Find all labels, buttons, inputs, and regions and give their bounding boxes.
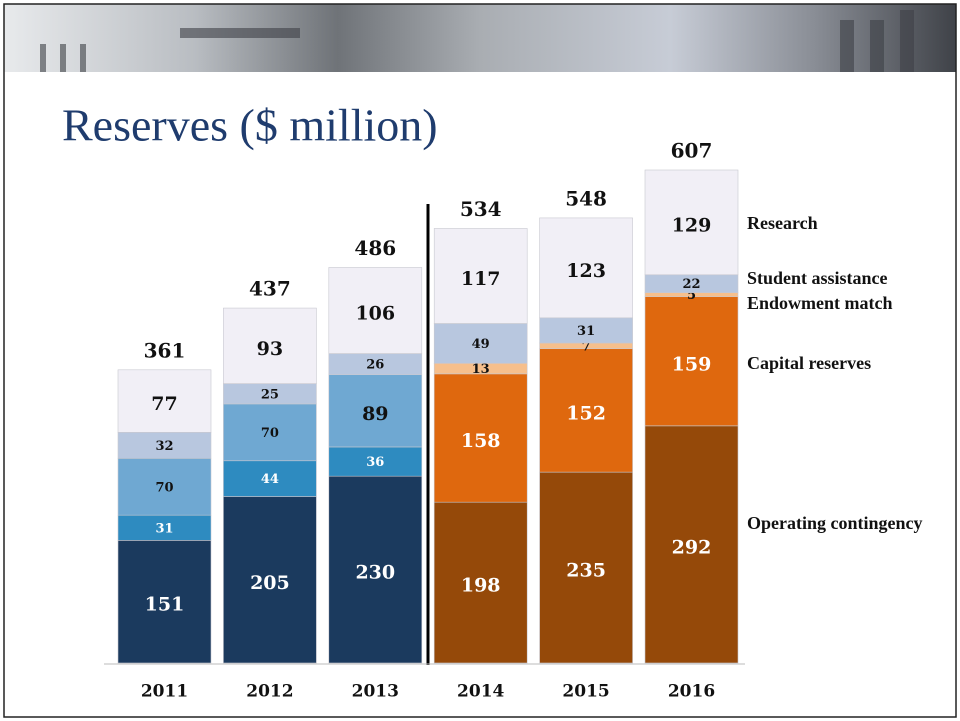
- data-label: 292: [672, 536, 712, 558]
- header-banner: [4, 4, 956, 72]
- data-label: 25: [261, 387, 279, 402]
- legend-entry-box: Endowment match: [747, 293, 893, 313]
- chart-title: Reserves ($ million): [62, 100, 438, 151]
- total-label: 548: [565, 186, 607, 210]
- data-label: 198: [461, 575, 501, 597]
- banner-detail: [40, 10, 914, 72]
- x-tick-label: 2015: [562, 682, 609, 702]
- bar-segment: [223, 496, 317, 664]
- legend-label: Student assistance: [747, 268, 888, 288]
- data-label: 106: [355, 303, 395, 325]
- data-label: 31: [155, 521, 173, 536]
- data-label: 13: [472, 362, 490, 377]
- legend-entry-box: Capital reserves: [747, 353, 872, 373]
- legend-label: Capital reserves: [747, 353, 872, 373]
- bar-segment: [433, 323, 528, 364]
- total-label: 534: [460, 197, 502, 221]
- x-tick-label: 2013: [352, 682, 399, 702]
- bar-segment: [328, 475, 423, 664]
- data-label: 70: [155, 480, 173, 495]
- x-tick-label: 2011: [141, 682, 188, 702]
- data-label: 32: [155, 439, 173, 454]
- data-label: 235: [566, 560, 606, 582]
- total-label: 361: [144, 338, 186, 362]
- bar-segment: [644, 425, 739, 664]
- legend-entry-box: Operating contingency: [747, 513, 923, 533]
- data-label: 159: [672, 353, 712, 375]
- data-label: 49: [472, 337, 490, 352]
- data-label: 158: [461, 430, 501, 452]
- bar-segment: [117, 369, 212, 433]
- bar-segment: [223, 460, 317, 497]
- total-label: 607: [671, 139, 713, 163]
- bar-segment: [328, 267, 423, 354]
- bar-segment: [433, 228, 528, 324]
- bar-segment: [539, 217, 633, 319]
- total-label: 486: [354, 236, 396, 260]
- data-label: 117: [461, 268, 501, 290]
- data-label: 77: [151, 393, 177, 415]
- x-tick-label: 2012: [246, 682, 293, 702]
- data-label: 26: [366, 358, 384, 373]
- bar-segment: [539, 471, 633, 664]
- bar-segment: [117, 540, 212, 664]
- data-label: 7: [582, 339, 591, 354]
- bar-segment: [328, 374, 423, 448]
- data-label: 151: [145, 594, 185, 616]
- bar-segment: [539, 317, 633, 344]
- data-label: 152: [566, 402, 606, 424]
- bar-segment: [433, 373, 528, 503]
- data-label: 93: [257, 338, 283, 360]
- data-label: 230: [355, 562, 395, 584]
- legend-label: Endowment match: [747, 293, 893, 313]
- bar-segment: [644, 169, 739, 276]
- slide-border: [3, 3, 957, 718]
- data-label: 22: [682, 277, 700, 292]
- bar-segment: [117, 432, 212, 459]
- bar-segment: [539, 348, 633, 473]
- data-label: 129: [672, 214, 712, 236]
- data-label: 44: [261, 472, 279, 487]
- data-label: 123: [566, 260, 606, 282]
- bar-segment: [117, 514, 212, 541]
- legend-entry-box: Student assistance: [747, 268, 888, 288]
- data-label: 89: [362, 403, 388, 425]
- bar-segment: [223, 307, 317, 384]
- bar-segment: [433, 501, 528, 664]
- bar-segment: [644, 296, 739, 427]
- legend-label: Research: [747, 213, 818, 233]
- bar-segment: [117, 458, 212, 516]
- x-tick-label: 2016: [668, 682, 715, 702]
- data-label: 31: [577, 324, 595, 339]
- data-label: 70: [261, 426, 279, 441]
- data-label: 5: [687, 288, 696, 303]
- x-tick-label: 2014: [457, 682, 504, 702]
- data-label: 205: [250, 572, 290, 594]
- total-label: 437: [249, 277, 291, 301]
- bar-segment: [328, 446, 423, 477]
- legend-entry-box: Research: [747, 213, 818, 233]
- legend-label: Operating contingency: [747, 513, 923, 533]
- data-label: 36: [366, 455, 384, 470]
